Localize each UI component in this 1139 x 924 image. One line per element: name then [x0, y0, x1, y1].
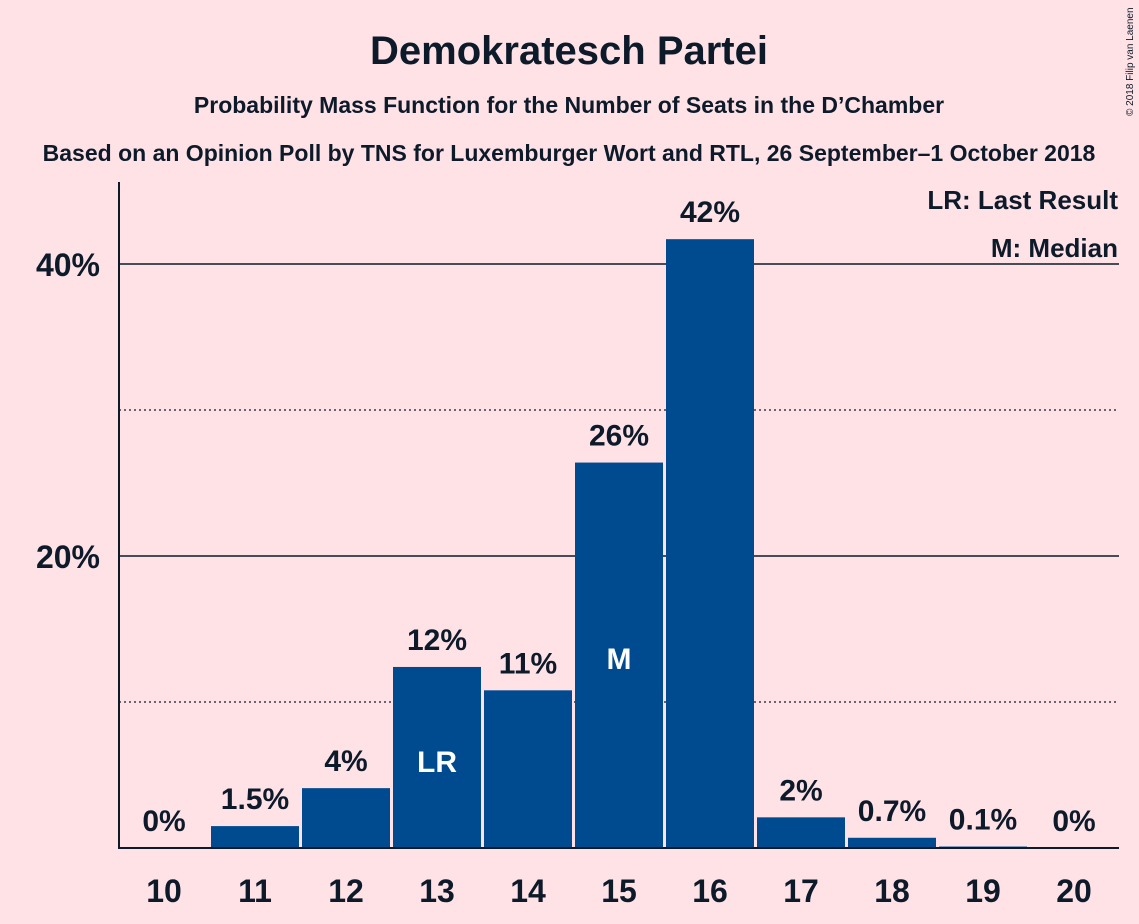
- bar: [848, 837, 936, 848]
- x-tick-label: 14: [510, 873, 546, 909]
- data-label: 4%: [324, 745, 367, 778]
- data-label: 2%: [779, 774, 822, 807]
- bar: [484, 690, 572, 848]
- bar: [666, 239, 754, 848]
- y-tick-label: 20%: [36, 539, 100, 575]
- median-marker: M: [607, 643, 632, 676]
- chart-subtitle-source: Based on an Opinion Poll by TNS for Luxe…: [43, 140, 1096, 166]
- data-label: 1.5%: [221, 783, 289, 816]
- data-label: 12%: [407, 624, 467, 657]
- bars: [211, 239, 1027, 848]
- x-tick-label: 20: [1056, 873, 1092, 909]
- data-label: 26%: [589, 420, 649, 453]
- x-tick-label: 12: [328, 873, 364, 909]
- x-tick-label: 16: [692, 873, 728, 909]
- data-label: 11%: [499, 647, 557, 680]
- bar: [575, 462, 663, 848]
- chart-subtitle: Probability Mass Function for the Number…: [194, 92, 944, 118]
- copyright-notice: © 2018 Filip van Laenen: [1125, 7, 1136, 116]
- last-result-marker: LR: [417, 746, 457, 779]
- y-tick-labels: 20% 40%: [36, 247, 100, 575]
- bar: [757, 817, 845, 848]
- legend-last-result: LR: Last Result: [927, 185, 1118, 215]
- data-label: 0%: [142, 805, 185, 838]
- x-tick-labels: 10 11 12 13 14 15 16 17 18 19 20: [146, 873, 1092, 909]
- bar: [211, 826, 299, 848]
- x-tick-label: 13: [419, 873, 455, 909]
- chart-title: Demokratesch Partei: [370, 29, 768, 73]
- data-label: 0%: [1052, 805, 1095, 838]
- x-tick-label: 18: [874, 873, 910, 909]
- x-tick-label: 17: [783, 873, 819, 909]
- x-tick-label: 15: [601, 873, 637, 909]
- data-label: 0.1%: [949, 804, 1017, 837]
- y-tick-label: 40%: [36, 247, 100, 283]
- bar: [302, 788, 390, 848]
- bar-labels: 0% 1.5% 4% 12% LR 11% 26% M 42% 2% 0.7% 0.1% 0%: [142, 196, 1095, 838]
- x-tick-label: 10: [146, 873, 182, 909]
- x-tick-label: 19: [965, 873, 1001, 909]
- data-label: 0.7%: [858, 795, 926, 828]
- data-label: 42%: [680, 196, 740, 229]
- legend-median: M: Median: [991, 233, 1118, 263]
- x-tick-label: 11: [238, 873, 272, 909]
- bar: [393, 666, 481, 848]
